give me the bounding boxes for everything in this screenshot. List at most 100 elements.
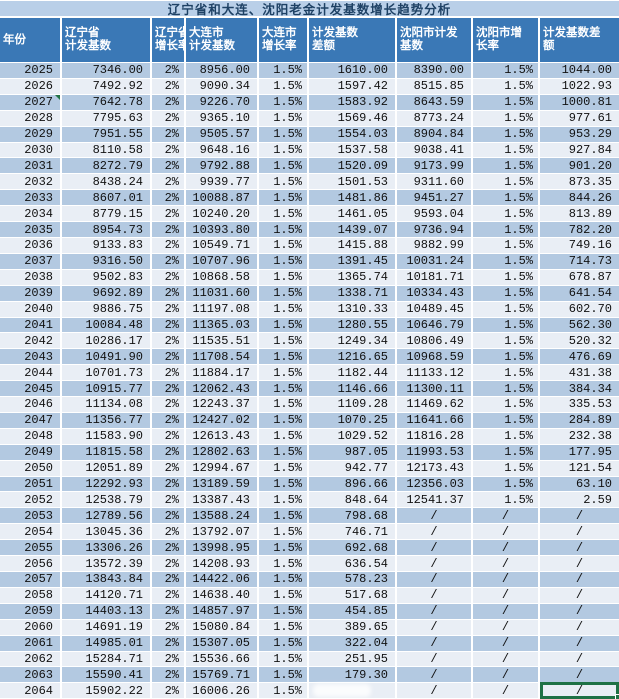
cell-sy_rate[interactable]: 1.5%: [473, 301, 540, 317]
cell-dl_base[interactable]: 9090.34: [186, 78, 259, 94]
cell-sy_diff[interactable]: 602.70: [540, 301, 619, 317]
cell-dl_base[interactable]: 9505.57: [186, 126, 259, 142]
cell-sy_diff[interactable]: 953.29: [540, 126, 619, 142]
cell-dl_rate[interactable]: 1.5%: [259, 540, 309, 556]
cell-sy_rate[interactable]: 1.5%: [473, 285, 540, 301]
cell-dl_diff[interactable]: 1501.53: [309, 174, 397, 190]
cell-dl_diff[interactable]: 1569.46: [309, 110, 397, 126]
cell-sy_diff[interactable]: 714.73: [540, 253, 619, 269]
cell-ln_base[interactable]: 13843.84: [62, 572, 152, 587]
cell-dl_diff[interactable]: 578.23: [309, 572, 397, 587]
cell-year[interactable]: 2061: [0, 635, 62, 651]
cell-sy_rate[interactable]: 1.5%: [473, 460, 540, 476]
cell-sy_diff[interactable]: /: [540, 587, 619, 603]
cell-sy_rate[interactable]: /: [473, 683, 540, 699]
cell-sy_rate[interactable]: /: [473, 508, 540, 524]
cell-ln_rate[interactable]: 2%: [152, 635, 186, 651]
cell-year[interactable]: 2027: [0, 94, 62, 110]
cell-dl_diff[interactable]: 389.65: [309, 619, 397, 635]
cell-ln_rate[interactable]: 2%: [152, 222, 186, 237]
cell-ln_base[interactable]: 9692.89: [62, 285, 152, 301]
cell-ln_base[interactable]: 11815.58: [62, 444, 152, 460]
cell-sy_base[interactable]: /: [397, 540, 473, 556]
cell-dl_diff[interactable]: 1310.33: [309, 301, 397, 317]
cell-sy_rate[interactable]: 1.5%: [473, 381, 540, 397]
cell-sy_diff[interactable]: /: [540, 556, 619, 571]
cell-sy_base[interactable]: 8390.00: [397, 63, 473, 78]
cell-sy_rate[interactable]: /: [473, 587, 540, 603]
cell-sy_rate[interactable]: /: [473, 603, 540, 619]
cell-dl_rate[interactable]: 1.5%: [259, 444, 309, 460]
cell-ln_rate[interactable]: 2%: [152, 301, 186, 317]
cell-dl_base[interactable]: 15080.84: [186, 619, 259, 635]
cell-ln_rate[interactable]: 2%: [152, 428, 186, 444]
cell-sy_rate[interactable]: /: [473, 572, 540, 587]
cell-dl_diff[interactable]: [309, 683, 397, 699]
cell-ln_base[interactable]: 12051.89: [62, 460, 152, 476]
cell-sy_base[interactable]: 9736.94: [397, 222, 473, 237]
cell-sy_base[interactable]: 12541.37: [397, 492, 473, 508]
cell-sy_diff[interactable]: 1000.81: [540, 94, 619, 110]
cell-dl_rate[interactable]: 1.5%: [259, 603, 309, 619]
cell-dl_diff[interactable]: 848.64: [309, 492, 397, 508]
cell-dl_rate[interactable]: 1.5%: [259, 110, 309, 126]
cell-ln_rate[interactable]: 2%: [152, 444, 186, 460]
cell-ln_base[interactable]: 7951.55: [62, 126, 152, 142]
cell-sy_rate[interactable]: 1.5%: [473, 174, 540, 190]
cell-sy_diff[interactable]: 749.16: [540, 237, 619, 253]
cell-dl_diff[interactable]: 1182.44: [309, 365, 397, 381]
cell-dl_diff[interactable]: 1365.74: [309, 269, 397, 285]
cell-ln_rate[interactable]: 2%: [152, 683, 186, 699]
cell-dl_rate[interactable]: 1.5%: [259, 222, 309, 237]
cell-dl_diff[interactable]: 746.71: [309, 524, 397, 540]
cell-ln_base[interactable]: 12789.56: [62, 508, 152, 524]
cell-ln_rate[interactable]: 2%: [152, 476, 186, 492]
cell-sy_diff[interactable]: 844.26: [540, 190, 619, 206]
cell-dl_base[interactable]: 12994.67: [186, 460, 259, 476]
cell-ln_rate[interactable]: 2%: [152, 158, 186, 174]
cell-dl_base[interactable]: 13189.59: [186, 476, 259, 492]
cell-ln_rate[interactable]: 2%: [152, 110, 186, 126]
cell-sy_rate[interactable]: /: [473, 667, 540, 683]
cell-sy_rate[interactable]: 1.5%: [473, 158, 540, 174]
cell-ln_rate[interactable]: 2%: [152, 206, 186, 222]
cell-ln_rate[interactable]: 2%: [152, 365, 186, 381]
cell-ln_rate[interactable]: 2%: [152, 460, 186, 476]
cell-dl_rate[interactable]: 1.5%: [259, 381, 309, 397]
cell-year[interactable]: 2032: [0, 174, 62, 190]
cell-sy_base[interactable]: 9038.41: [397, 142, 473, 158]
cell-ln_base[interactable]: 8438.24: [62, 174, 152, 190]
cell-dl_rate[interactable]: 1.5%: [259, 285, 309, 301]
cell-sy_diff[interactable]: 873.35: [540, 174, 619, 190]
cell-sy_base[interactable]: 9311.60: [397, 174, 473, 190]
cell-sy_diff[interactable]: /: [540, 667, 619, 683]
cell-dl_rate[interactable]: 1.5%: [259, 237, 309, 253]
cell-year[interactable]: 2063: [0, 667, 62, 683]
cell-sy_base[interactable]: /: [397, 635, 473, 651]
cell-ln_base[interactable]: 15902.22: [62, 683, 152, 699]
cell-dl_base[interactable]: 9226.70: [186, 94, 259, 110]
cell-ln_rate[interactable]: 2%: [152, 524, 186, 540]
cell-sy_diff[interactable]: 977.61: [540, 110, 619, 126]
cell-sy_base[interactable]: 10489.45: [397, 301, 473, 317]
cell-dl_rate[interactable]: 1.5%: [259, 667, 309, 683]
cell-dl_rate[interactable]: 1.5%: [259, 190, 309, 206]
cell-year[interactable]: 2042: [0, 333, 62, 349]
cell-ln_base[interactable]: 8272.79: [62, 158, 152, 174]
cell-dl_rate[interactable]: 1.5%: [259, 460, 309, 476]
cell-dl_diff[interactable]: 1610.00: [309, 63, 397, 78]
cell-dl_rate[interactable]: 1.5%: [259, 365, 309, 381]
cell-dl_base[interactable]: 8956.00: [186, 63, 259, 78]
cell-year[interactable]: 2033: [0, 190, 62, 206]
cell-ln_rate[interactable]: 2%: [152, 237, 186, 253]
cell-sy_diff[interactable]: /: [540, 572, 619, 587]
cell-dl_rate[interactable]: 1.5%: [259, 142, 309, 158]
cell-year[interactable]: 2035: [0, 222, 62, 237]
cell-sy_rate[interactable]: 1.5%: [473, 444, 540, 460]
cell-dl_diff[interactable]: 454.85: [309, 603, 397, 619]
cell-sy_base[interactable]: 11469.62: [397, 397, 473, 412]
cell-sy_rate[interactable]: 1.5%: [473, 142, 540, 158]
cell-ln_base[interactable]: 12292.93: [62, 476, 152, 492]
cell-sy_diff[interactable]: 384.34: [540, 381, 619, 397]
cell-year[interactable]: 2051: [0, 476, 62, 492]
